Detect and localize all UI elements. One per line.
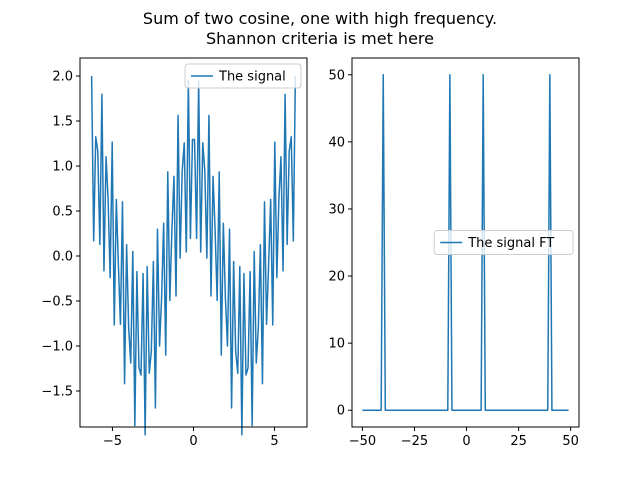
- left-subplot: −5 0 5 −1.5 −1.0 −0.5 0.0 0.5 1.0 1.5 2.0 The signa…: [41, 57, 308, 449]
- axes-frame: [351, 57, 580, 428]
- legend-label: The signal FT: [467, 236, 554, 251]
- y-tick-label: 50: [328, 68, 345, 83]
- legend-label: The signal: [218, 70, 286, 85]
- y-tick-label: 40: [328, 135, 345, 150]
- y-tick-label: 30: [328, 202, 345, 217]
- legend: The signal: [184, 63, 302, 89]
- x-tick-label: 25: [510, 434, 527, 449]
- legend-box: [184, 63, 302, 89]
- y-tick-label: −0.5: [41, 295, 73, 310]
- legend-box: [433, 230, 574, 255]
- y-tick-label: 10: [328, 337, 345, 352]
- figure-title-line1: Sum of two cosine, one with high frequen…: [143, 9, 497, 28]
- series-line: [362, 74, 569, 411]
- x-tick-label: −5: [103, 434, 122, 449]
- y-tick-label: 0.5: [52, 205, 73, 220]
- y-tick-label: −1.0: [41, 340, 73, 355]
- y-tick-label: 20: [328, 270, 345, 285]
- x-tick-label: 5: [270, 434, 278, 449]
- x-tick-label: 0: [189, 434, 197, 449]
- x-tick-label: 50: [562, 434, 579, 449]
- series-line: [90, 75, 297, 436]
- y-tick-label: −1.5: [41, 385, 73, 400]
- y-tick-label: 2.0: [52, 70, 73, 85]
- x-tick-label: −25: [401, 434, 428, 449]
- y-tick-label: 0.0: [52, 250, 73, 265]
- y-tick-label: 1.0: [52, 160, 73, 175]
- legend: The signal FT: [433, 230, 574, 255]
- x-tick-label: −50: [349, 434, 376, 449]
- right-subplot: −50 −25 0 25 50 0 10 20 30 40 50 The signal FT: [328, 57, 580, 449]
- figure-title-line2: Shannon criteria is met here: [206, 29, 434, 48]
- x-tick-label: 0: [462, 434, 470, 449]
- y-tick-label: 1.5: [52, 115, 73, 130]
- y-tick-label: 0: [337, 404, 345, 419]
